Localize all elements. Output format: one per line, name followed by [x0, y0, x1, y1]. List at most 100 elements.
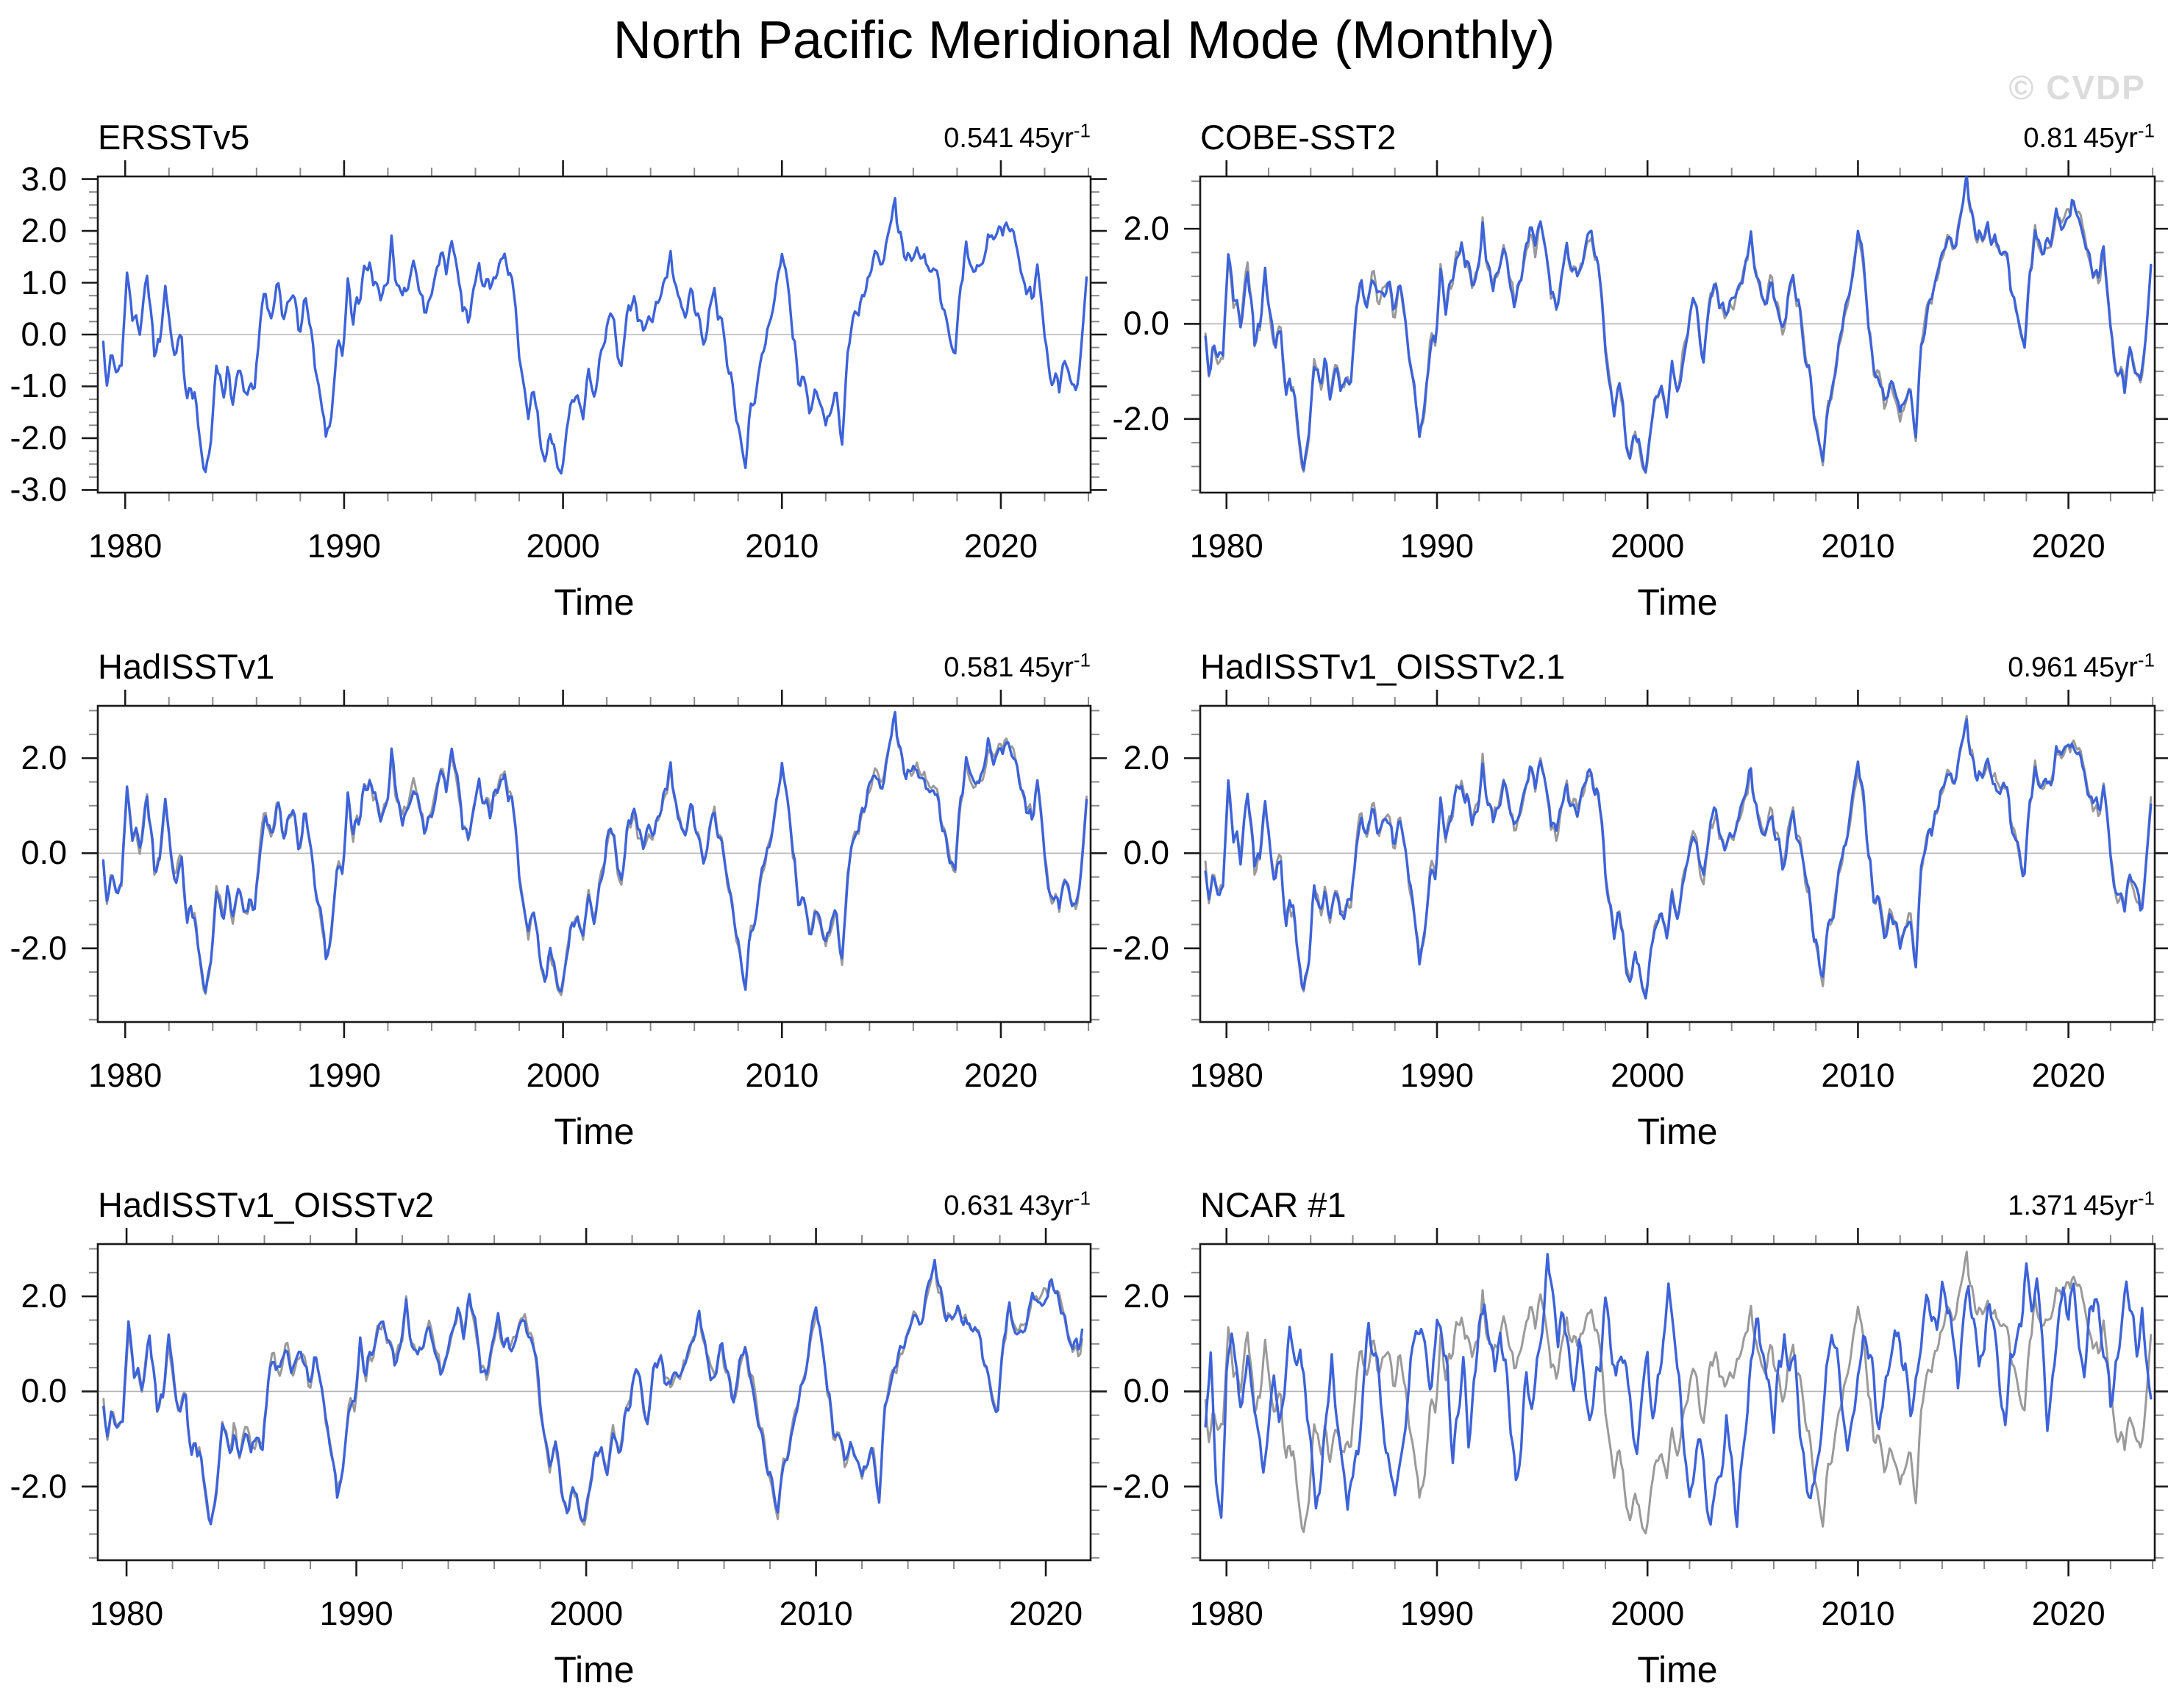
- x-axis-tick-labels: 1980 1990 2000 2010 2020: [1190, 706, 2155, 1094]
- x-axis-title: Time: [554, 582, 635, 623]
- panel-title: HadISSTv1_OISSTv2: [98, 1185, 435, 1224]
- y-axis-tick-labels: 2.0 0.0 -2.0: [1046, 706, 1169, 1022]
- panel-title: NCAR #1: [1200, 1185, 1347, 1224]
- y-axis-tick-labels: 2.0 0.0 -2.0: [1046, 1244, 1169, 1560]
- panel-trend: 0.541 45yr-1: [944, 121, 1091, 154]
- trend-unit: 45yr: [2083, 652, 2138, 683]
- trend-unit: 45yr: [1019, 123, 1074, 154]
- x-axis-tick-labels: 1980 1990 2000 2010 2020: [90, 1244, 1091, 1632]
- x-tick-label: 1990: [1399, 1595, 1475, 1632]
- x-tick-label: 1990: [307, 1057, 381, 1094]
- y-tick-label: -1.0: [10, 367, 67, 405]
- y-tick-label: 2.0: [1123, 739, 1169, 777]
- x-axis-title: Time: [1637, 582, 1718, 623]
- x-axis-tick-labels: 1980 1990 2000 2010 2020: [1190, 1244, 2155, 1632]
- y-tick-label: 2.0: [21, 739, 67, 777]
- y-tick-label: 3.0: [21, 160, 67, 198]
- panel-hadisstv1-oisstv2: HadISSTv1_OISSTv2 0.631 43yr-1 2.0 0.0 -2.…: [10, 1185, 1107, 1690]
- x-tick-label: 1980: [1189, 527, 1263, 565]
- trend-exponent: -1: [2137, 119, 2155, 142]
- y-axis-tick-labels: 2.0 0.0 -2.0: [1046, 176, 1169, 493]
- panel-trend: 0.631 43yr-1: [944, 1188, 1091, 1222]
- panel-title: COBE-SST2: [1200, 118, 1397, 157]
- panel-trend: 1.371 45yr-1: [2008, 1187, 2155, 1222]
- x-tick-label: 2000: [1611, 1057, 1685, 1094]
- panel-header: ERSSTv5 0.541 45yr-1: [98, 118, 1091, 162]
- timeseries-plot-hadisstv1-oisstv2: [82, 1228, 1107, 1576]
- x-tick-label: 1980: [1189, 1595, 1263, 1632]
- trend-unit: 45yr: [2083, 123, 2138, 154]
- x-axis-tick-labels: 1980 1990 2000 2010 2020: [88, 706, 1091, 1094]
- y-tick-label: 0.0: [21, 834, 67, 872]
- y-tick-label: 0.0: [1123, 834, 1169, 872]
- x-tick-label: 1990: [1399, 527, 1475, 565]
- panel-header: NCAR #1 1.371 45yr-1: [1200, 1185, 2155, 1229]
- trend-exponent: -1: [2137, 1187, 2155, 1209]
- y-tick-label: 2.0: [21, 1277, 67, 1315]
- trend-unit: 45yr: [2083, 1190, 2138, 1221]
- trend-value: 0.81: [2023, 123, 2078, 154]
- x-tick-label: 1980: [1189, 1057, 1263, 1094]
- timeseries-plot-hadisstv1-oisstv2-1: [1184, 690, 2168, 1038]
- trend-unit: 45yr: [1019, 652, 1074, 683]
- x-axis-tick-labels: 1980 1990 2000 2010 2020: [88, 176, 1091, 565]
- x-tick-label: 2000: [1611, 1595, 1685, 1632]
- x-axis-title: Time: [554, 1649, 635, 1690]
- trend-exponent: -1: [2137, 648, 2155, 671]
- y-axis-tick-labels: 2.0 0.0 -2.0: [0, 1244, 67, 1560]
- y-tick-label: -2.0: [1112, 399, 1169, 437]
- panel-trend: 0.81 45yr-1: [2023, 121, 2155, 154]
- x-axis-tick-labels: 1980 1990 2000 2010 2020: [1190, 176, 2155, 565]
- x-tick-label: 2010: [779, 1595, 853, 1632]
- y-tick-label: 2.0: [1123, 1277, 1169, 1315]
- panel-header: HadISSTv1 0.581 45yr-1: [98, 647, 1091, 691]
- y-tick-label: 0.0: [21, 1372, 67, 1410]
- timeseries-plot-cobe-sst2: [1184, 160, 2168, 509]
- y-tick-label: -2.0: [1112, 929, 1169, 967]
- x-tick-label: 2010: [1821, 1595, 1895, 1632]
- panel-header: HadISSTv1_OISSTv2 0.631 43yr-1: [98, 1185, 1091, 1229]
- y-tick-label: 0.0: [1123, 304, 1169, 343]
- panel-hadisstv1: HadISSTv1 0.581 45yr-1 2.0 0.0 -2.0 1980 19…: [10, 647, 1107, 1152]
- x-tick-label: 1990: [1399, 1057, 1475, 1094]
- x-axis-title: Time: [1637, 1111, 1718, 1152]
- trend-exponent: -1: [1073, 648, 1091, 671]
- x-tick-label: 2010: [745, 1057, 819, 1094]
- trend-value: 1.371: [2008, 1190, 2078, 1221]
- panel-trend: 0.961 45yr-1: [2008, 650, 2155, 684]
- trend-unit: 43yr: [1019, 1190, 1074, 1221]
- x-tick-label: 2000: [1611, 527, 1685, 565]
- timeseries-plot-ncar-1: [1184, 1228, 2168, 1576]
- x-tick-label: 1980: [88, 1057, 163, 1094]
- x-tick-label: 2020: [2031, 1057, 2105, 1094]
- y-axis-tick-labels: 2.0 0.0 -2.0: [0, 706, 67, 1022]
- timeseries-plot-hadisstv1: [82, 690, 1107, 1038]
- y-tick-label: 2.0: [1123, 210, 1169, 248]
- x-axis-title: Time: [1637, 1649, 1718, 1690]
- y-tick-label: -2.0: [10, 418, 67, 457]
- trend-value: 0.581: [944, 652, 1014, 683]
- panel-title: ERSSTv5: [98, 118, 250, 157]
- x-tick-label: 2000: [549, 1595, 624, 1632]
- timeseries-plot-ersstv5: [82, 160, 1107, 509]
- x-tick-label: 1980: [88, 527, 163, 565]
- y-tick-label: -3.0: [10, 471, 67, 509]
- panel-cobe-sst2: COBE-SST2 0.81 45yr-1 2.0 0.0 -2.0 1980 199…: [1112, 118, 2168, 623]
- trend-value: 0.631: [944, 1190, 1014, 1221]
- x-tick-label: 2010: [1821, 527, 1895, 565]
- x-tick-label: 2010: [1821, 1057, 1895, 1094]
- panel-header: COBE-SST2 0.81 45yr-1: [1200, 118, 2155, 162]
- y-tick-label: 1.0: [21, 263, 67, 301]
- x-tick-label: 2000: [526, 1057, 600, 1094]
- panel-hadisstv1-oisstv2-1: HadISSTv1_OISSTv2.1 0.961 45yr-1 2.0 0.0 -…: [1112, 647, 2168, 1152]
- panel-trend: 0.581 45yr-1: [944, 650, 1091, 684]
- panel-ersstv5: ERSSTv5 0.541 45yr-1 3.0 2.0 1.0 0.0 -1.0 -2.…: [10, 118, 1107, 623]
- y-tick-label: 2.0: [21, 212, 67, 250]
- panel-title: HadISSTv1: [98, 647, 275, 686]
- y-tick-label: -2.0: [10, 1467, 67, 1505]
- y-tick-label: 0.0: [1123, 1372, 1169, 1410]
- panel-ncar-1: NCAR #1 1.371 45yr-1 2.0 0.0 -2.0 1980 1990…: [1112, 1185, 2168, 1690]
- trend-exponent: -1: [1073, 119, 1091, 142]
- trend-value: 0.541: [944, 123, 1014, 154]
- x-tick-label: 1990: [319, 1595, 393, 1632]
